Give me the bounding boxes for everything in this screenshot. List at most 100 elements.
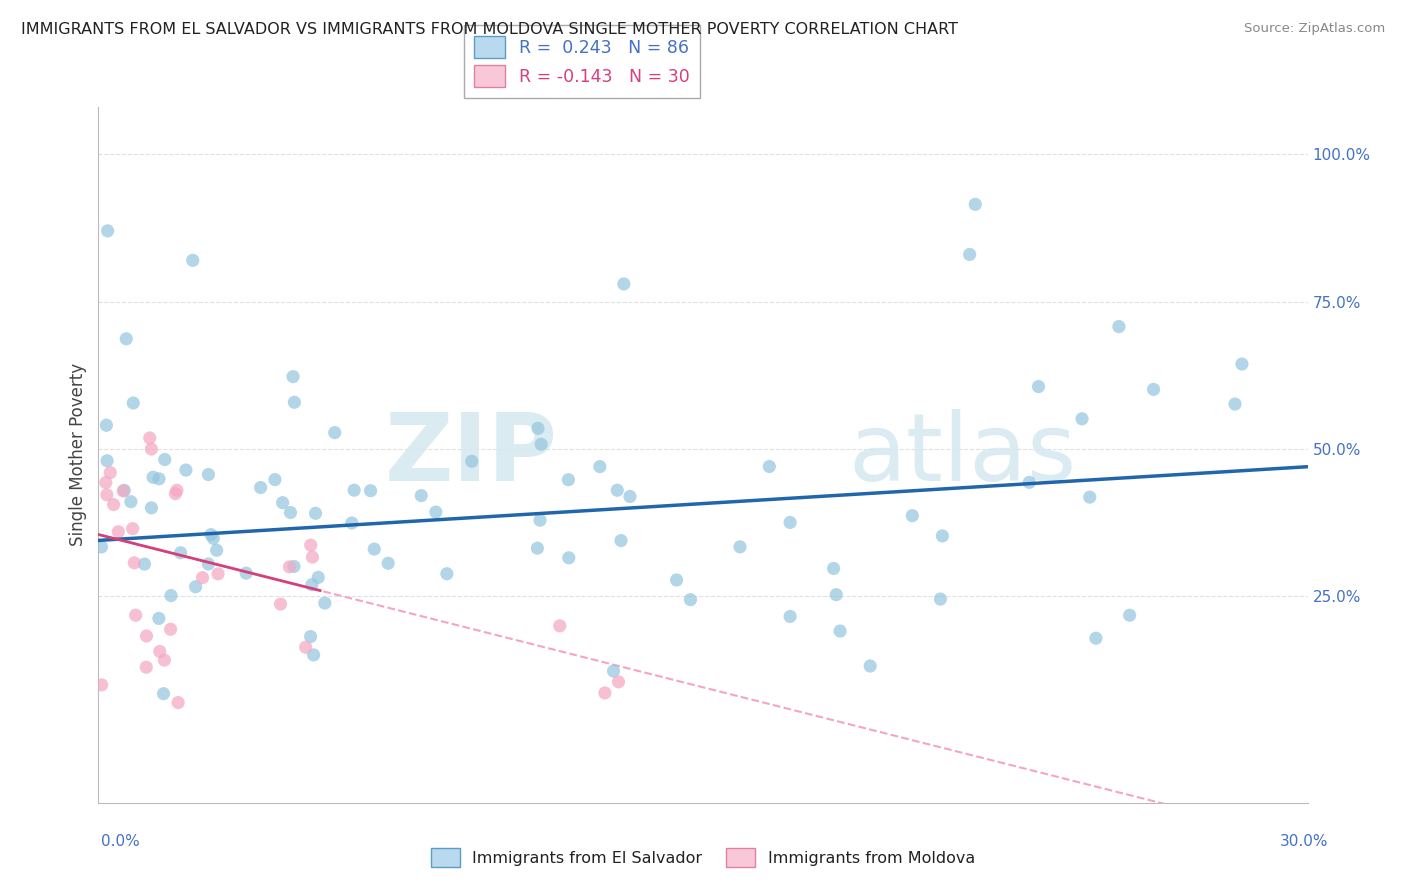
Point bbox=[301, 578, 323, 592]
Point bbox=[249, 481, 271, 495]
Point bbox=[149, 644, 172, 658]
Point bbox=[96, 418, 118, 433]
Point bbox=[278, 559, 301, 574]
Point bbox=[181, 253, 204, 268]
Point bbox=[294, 640, 316, 655]
Point bbox=[557, 473, 579, 487]
Point bbox=[779, 609, 801, 624]
Point bbox=[90, 678, 112, 692]
Point bbox=[436, 566, 458, 581]
Point bbox=[314, 596, 336, 610]
Point bbox=[299, 538, 322, 552]
Point bbox=[307, 570, 329, 584]
Point bbox=[589, 459, 612, 474]
Point bbox=[142, 470, 165, 484]
Point bbox=[124, 556, 146, 570]
Point bbox=[931, 529, 953, 543]
Point bbox=[120, 494, 142, 508]
Point bbox=[1078, 490, 1101, 504]
Point bbox=[823, 561, 845, 575]
Point bbox=[363, 542, 385, 557]
Point bbox=[779, 516, 801, 530]
Point bbox=[174, 463, 197, 477]
Point bbox=[1142, 383, 1164, 397]
Point bbox=[1230, 357, 1253, 371]
Point bbox=[153, 452, 176, 467]
Point bbox=[461, 454, 484, 468]
Point bbox=[94, 475, 117, 490]
Point bbox=[828, 624, 851, 638]
Point bbox=[141, 442, 163, 456]
Point bbox=[665, 573, 688, 587]
Point bbox=[96, 488, 118, 502]
Point bbox=[593, 686, 616, 700]
Point bbox=[235, 566, 257, 581]
Point bbox=[122, 396, 145, 410]
Point bbox=[167, 696, 190, 710]
Point bbox=[197, 557, 219, 571]
Point bbox=[548, 619, 571, 633]
Point bbox=[153, 653, 176, 667]
Text: IMMIGRANTS FROM EL SALVADOR VS IMMIGRANTS FROM MOLDOVA SINGLE MOTHER POVERTY COR: IMMIGRANTS FROM EL SALVADOR VS IMMIGRANT… bbox=[21, 22, 957, 37]
Point bbox=[527, 421, 550, 435]
Point bbox=[115, 332, 138, 346]
Point bbox=[1084, 632, 1107, 646]
Point bbox=[1071, 411, 1094, 425]
Point bbox=[271, 496, 294, 510]
Legend: R =  0.243   N = 86, R = -0.143   N = 30: R = 0.243 N = 86, R = -0.143 N = 30 bbox=[464, 25, 700, 97]
Point bbox=[197, 467, 219, 482]
Point bbox=[90, 540, 112, 554]
Point bbox=[207, 566, 229, 581]
Point bbox=[859, 659, 882, 673]
Text: 30.0%: 30.0% bbox=[1281, 834, 1329, 848]
Point bbox=[1118, 608, 1140, 623]
Point bbox=[606, 483, 628, 498]
Point bbox=[283, 395, 305, 409]
Point bbox=[202, 532, 225, 546]
Y-axis label: Single Mother Poverty: Single Mother Poverty bbox=[69, 363, 87, 547]
Point bbox=[121, 522, 143, 536]
Point bbox=[411, 489, 433, 503]
Point bbox=[148, 611, 170, 625]
Point bbox=[602, 664, 624, 678]
Point bbox=[340, 516, 363, 530]
Point bbox=[148, 472, 170, 486]
Point bbox=[343, 483, 366, 498]
Point bbox=[98, 466, 121, 480]
Point bbox=[103, 498, 125, 512]
Point bbox=[138, 431, 160, 445]
Point bbox=[160, 589, 183, 603]
Point bbox=[97, 224, 120, 238]
Text: 0.0%: 0.0% bbox=[101, 834, 141, 848]
Point bbox=[360, 483, 382, 498]
Point bbox=[264, 473, 287, 487]
Point bbox=[166, 483, 188, 498]
Point bbox=[679, 592, 702, 607]
Point bbox=[280, 506, 302, 520]
Point bbox=[135, 660, 157, 674]
Point bbox=[96, 454, 118, 468]
Point bbox=[728, 540, 751, 554]
Point bbox=[152, 687, 174, 701]
Point bbox=[141, 500, 163, 515]
Point bbox=[959, 247, 981, 261]
Point bbox=[825, 588, 848, 602]
Point bbox=[135, 629, 157, 643]
Point bbox=[165, 486, 187, 500]
Point bbox=[169, 546, 191, 560]
Point bbox=[283, 559, 305, 574]
Point bbox=[191, 571, 214, 585]
Point bbox=[1108, 319, 1130, 334]
Point bbox=[965, 197, 987, 211]
Point bbox=[112, 483, 135, 498]
Point bbox=[1018, 475, 1040, 490]
Point bbox=[184, 580, 207, 594]
Point bbox=[134, 557, 156, 571]
Legend: Immigrants from El Salvador, Immigrants from Moldova: Immigrants from El Salvador, Immigrants … bbox=[425, 842, 981, 873]
Point bbox=[377, 556, 399, 570]
Point bbox=[425, 505, 447, 519]
Point bbox=[558, 550, 581, 565]
Point bbox=[304, 506, 326, 520]
Point bbox=[125, 608, 148, 623]
Point bbox=[526, 541, 548, 556]
